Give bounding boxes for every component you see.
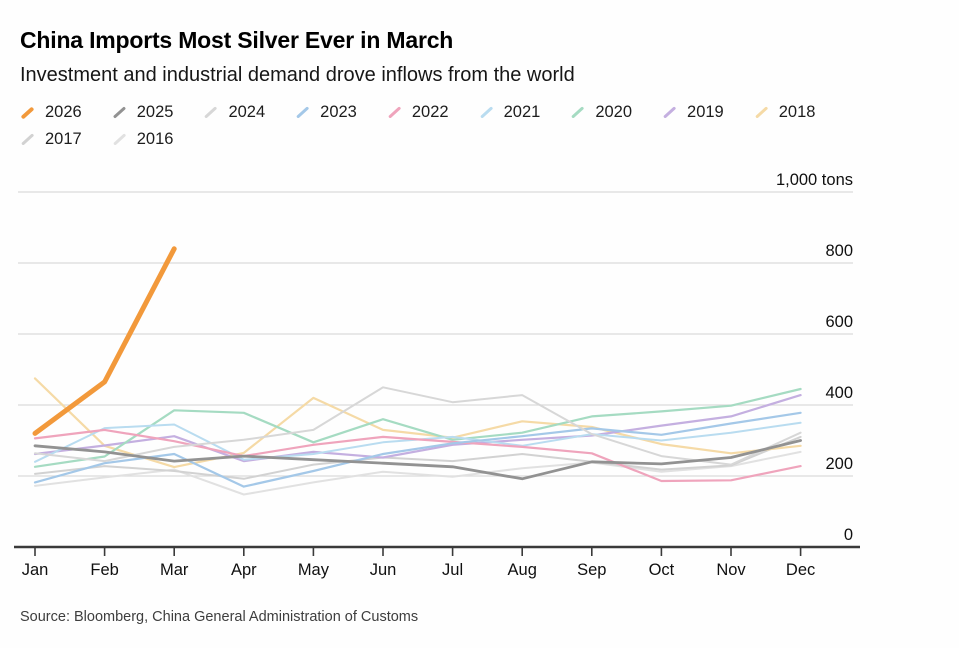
series-line-2020 (33, 387, 802, 468)
y-tick-label: 800 (825, 242, 853, 260)
x-tick-label: Sep (577, 561, 606, 579)
y-tick-label: 200 (825, 455, 853, 473)
x-tick-label: Nov (716, 561, 746, 579)
legend-item-2016: 2016 (112, 127, 174, 152)
chart-title: China Imports Most Silver Ever in March (20, 27, 454, 53)
legend-swatch-icon (20, 105, 35, 120)
legend-swatch-icon (112, 133, 126, 146)
series-line-2024 (34, 386, 802, 466)
y-tick-label: 0 (844, 526, 853, 544)
legend-label: 2019 (687, 103, 724, 121)
series-line-2025 (33, 439, 802, 481)
legend-label: 2023 (320, 103, 357, 121)
legend-label: 2026 (45, 103, 82, 121)
x-tick-label: Dec (786, 561, 815, 579)
legend: 2026 2025 2024 2023 2022 2021 2020 2019 2018 2017… (20, 100, 868, 152)
legend-label: 2016 (136, 130, 174, 148)
legend-item-2024: 2024 (203, 100, 265, 125)
legend-item-2022: 2022 (387, 100, 449, 125)
series-line-2019 (33, 394, 802, 463)
legend-item-2017: 2017 (20, 127, 82, 152)
legend-swatch-icon (387, 106, 401, 119)
series-line-2022 (33, 428, 802, 483)
x-tick-label: Aug (508, 561, 537, 579)
legend-item-2021: 2021 (479, 100, 541, 125)
x-tick-label: Jun (370, 561, 397, 579)
legend-swatch-icon (754, 106, 768, 119)
x-tick-label: Jan (22, 561, 49, 579)
x-tick-label: May (298, 561, 330, 579)
series-line-2018 (33, 377, 802, 469)
x-tick-label: Apr (231, 561, 257, 579)
x-tick-label: Feb (90, 561, 118, 579)
legend-item-2025: 2025 (112, 100, 174, 125)
y-axis-unit-label: 1,000 tons (776, 171, 853, 189)
legend-swatch-icon (571, 106, 585, 119)
legend-label: 2021 (503, 103, 541, 121)
legend-swatch-icon (663, 106, 676, 119)
x-tick-label: Mar (160, 561, 189, 579)
chart-subtitle: Investment and industrial demand drove i… (20, 64, 575, 86)
legend-item-2023: 2023 (295, 100, 357, 125)
legend-swatch-icon (479, 106, 493, 119)
legend-label: 2017 (45, 130, 82, 148)
legend-item-2026: 2026 (20, 100, 82, 125)
series-line-2017 (34, 435, 802, 480)
legend-swatch-icon (21, 133, 34, 146)
legend-label: 2018 (778, 103, 816, 121)
legend-swatch-icon (296, 106, 310, 119)
x-tick-label: Jul (442, 561, 463, 579)
legend-label: 2025 (136, 103, 174, 121)
series-line-2026 (32, 246, 177, 436)
source-note: Source: Bloomberg, China General Adminis… (20, 609, 419, 625)
legend-label: 2024 (228, 103, 266, 121)
y-tick-label: 400 (825, 384, 853, 402)
legend-item-2019: 2019 (662, 100, 724, 125)
series-line-2023 (33, 411, 802, 488)
legend-label: 2022 (411, 103, 449, 121)
x-tick-label: Oct (649, 561, 675, 579)
legend-label: 2020 (595, 103, 633, 121)
legend-item-2018: 2018 (754, 100, 816, 125)
legend-swatch-icon (112, 106, 126, 119)
y-tick-label: 600 (825, 313, 853, 331)
legend-item-2020: 2020 (570, 100, 632, 125)
legend-swatch-icon (204, 106, 218, 119)
